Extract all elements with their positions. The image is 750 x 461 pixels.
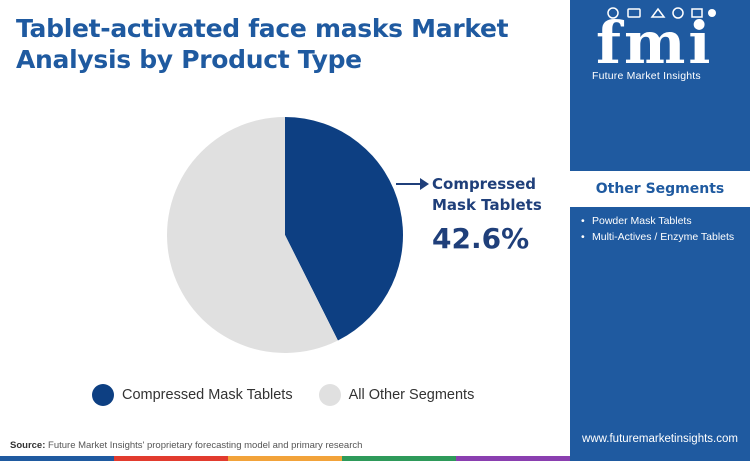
bottom-bar-segment <box>0 456 114 461</box>
bottom-bar-segment <box>114 456 228 461</box>
legend-swatch-other <box>318 384 341 406</box>
logo-caption: Future Market Insights <box>592 70 701 82</box>
bottom-color-bar <box>0 456 570 461</box>
source-note: Source: Future Market Insights' propriet… <box>10 440 362 451</box>
bullet-icon: • <box>581 215 585 227</box>
other-segment-label: Powder Mask Tablets <box>592 215 692 227</box>
chart-legend: Compressed Mask Tablets All Other Segmen… <box>92 383 500 407</box>
callout-segment-label: Compressed Mask Tablets <box>432 175 542 214</box>
pie-slice-compressed-mask-tablets <box>285 117 403 341</box>
legend-item-other: All Other Segments <box>318 384 475 406</box>
logo-icons-row <box>607 7 716 19</box>
legend-label-compressed: Compressed Mask Tablets <box>122 387 293 403</box>
sidebar-panel: fmi Future Market Insights Other Segment… <box>570 0 750 461</box>
callout-segment-value: 42.6% <box>432 222 530 255</box>
source-prefix: Source: <box>10 440 46 451</box>
legend-item-compressed: Compressed Mask Tablets <box>92 384 293 406</box>
brand-logo: fmi Future Market Insights <box>570 0 750 90</box>
callout-arrow-icon <box>396 178 429 190</box>
website-link[interactable]: www.futuremarketinsights.com <box>582 433 738 445</box>
logo-wordmark: fmi <box>596 9 714 77</box>
other-segments-list: • Powder Mask Tablets • Multi-Actives / … <box>580 214 740 246</box>
legend-swatch-compressed <box>92 384 114 406</box>
pie-chart-svg <box>167 117 403 354</box>
other-segments-heading: Other Segments <box>570 171 750 207</box>
page-title: Tablet-activated face masks Market Analy… <box>16 14 509 74</box>
bottom-bar-segment <box>456 456 570 461</box>
bottom-bar-segment <box>228 456 342 461</box>
pie-slice-all-other-segments <box>167 117 338 354</box>
bullet-icon: • <box>581 231 585 243</box>
source-text: Future Market Insights' proprietary fore… <box>48 440 363 451</box>
bottom-bar-segment <box>342 456 456 461</box>
pie-chart <box>167 117 403 354</box>
legend-label-other: All Other Segments <box>348 387 475 403</box>
other-segment-item: • Powder Mask Tablets <box>580 214 740 228</box>
other-segment-label: Multi-Actives / Enzyme Tablets <box>592 231 735 243</box>
other-segment-item: • Multi-Actives / Enzyme Tablets <box>580 230 740 244</box>
